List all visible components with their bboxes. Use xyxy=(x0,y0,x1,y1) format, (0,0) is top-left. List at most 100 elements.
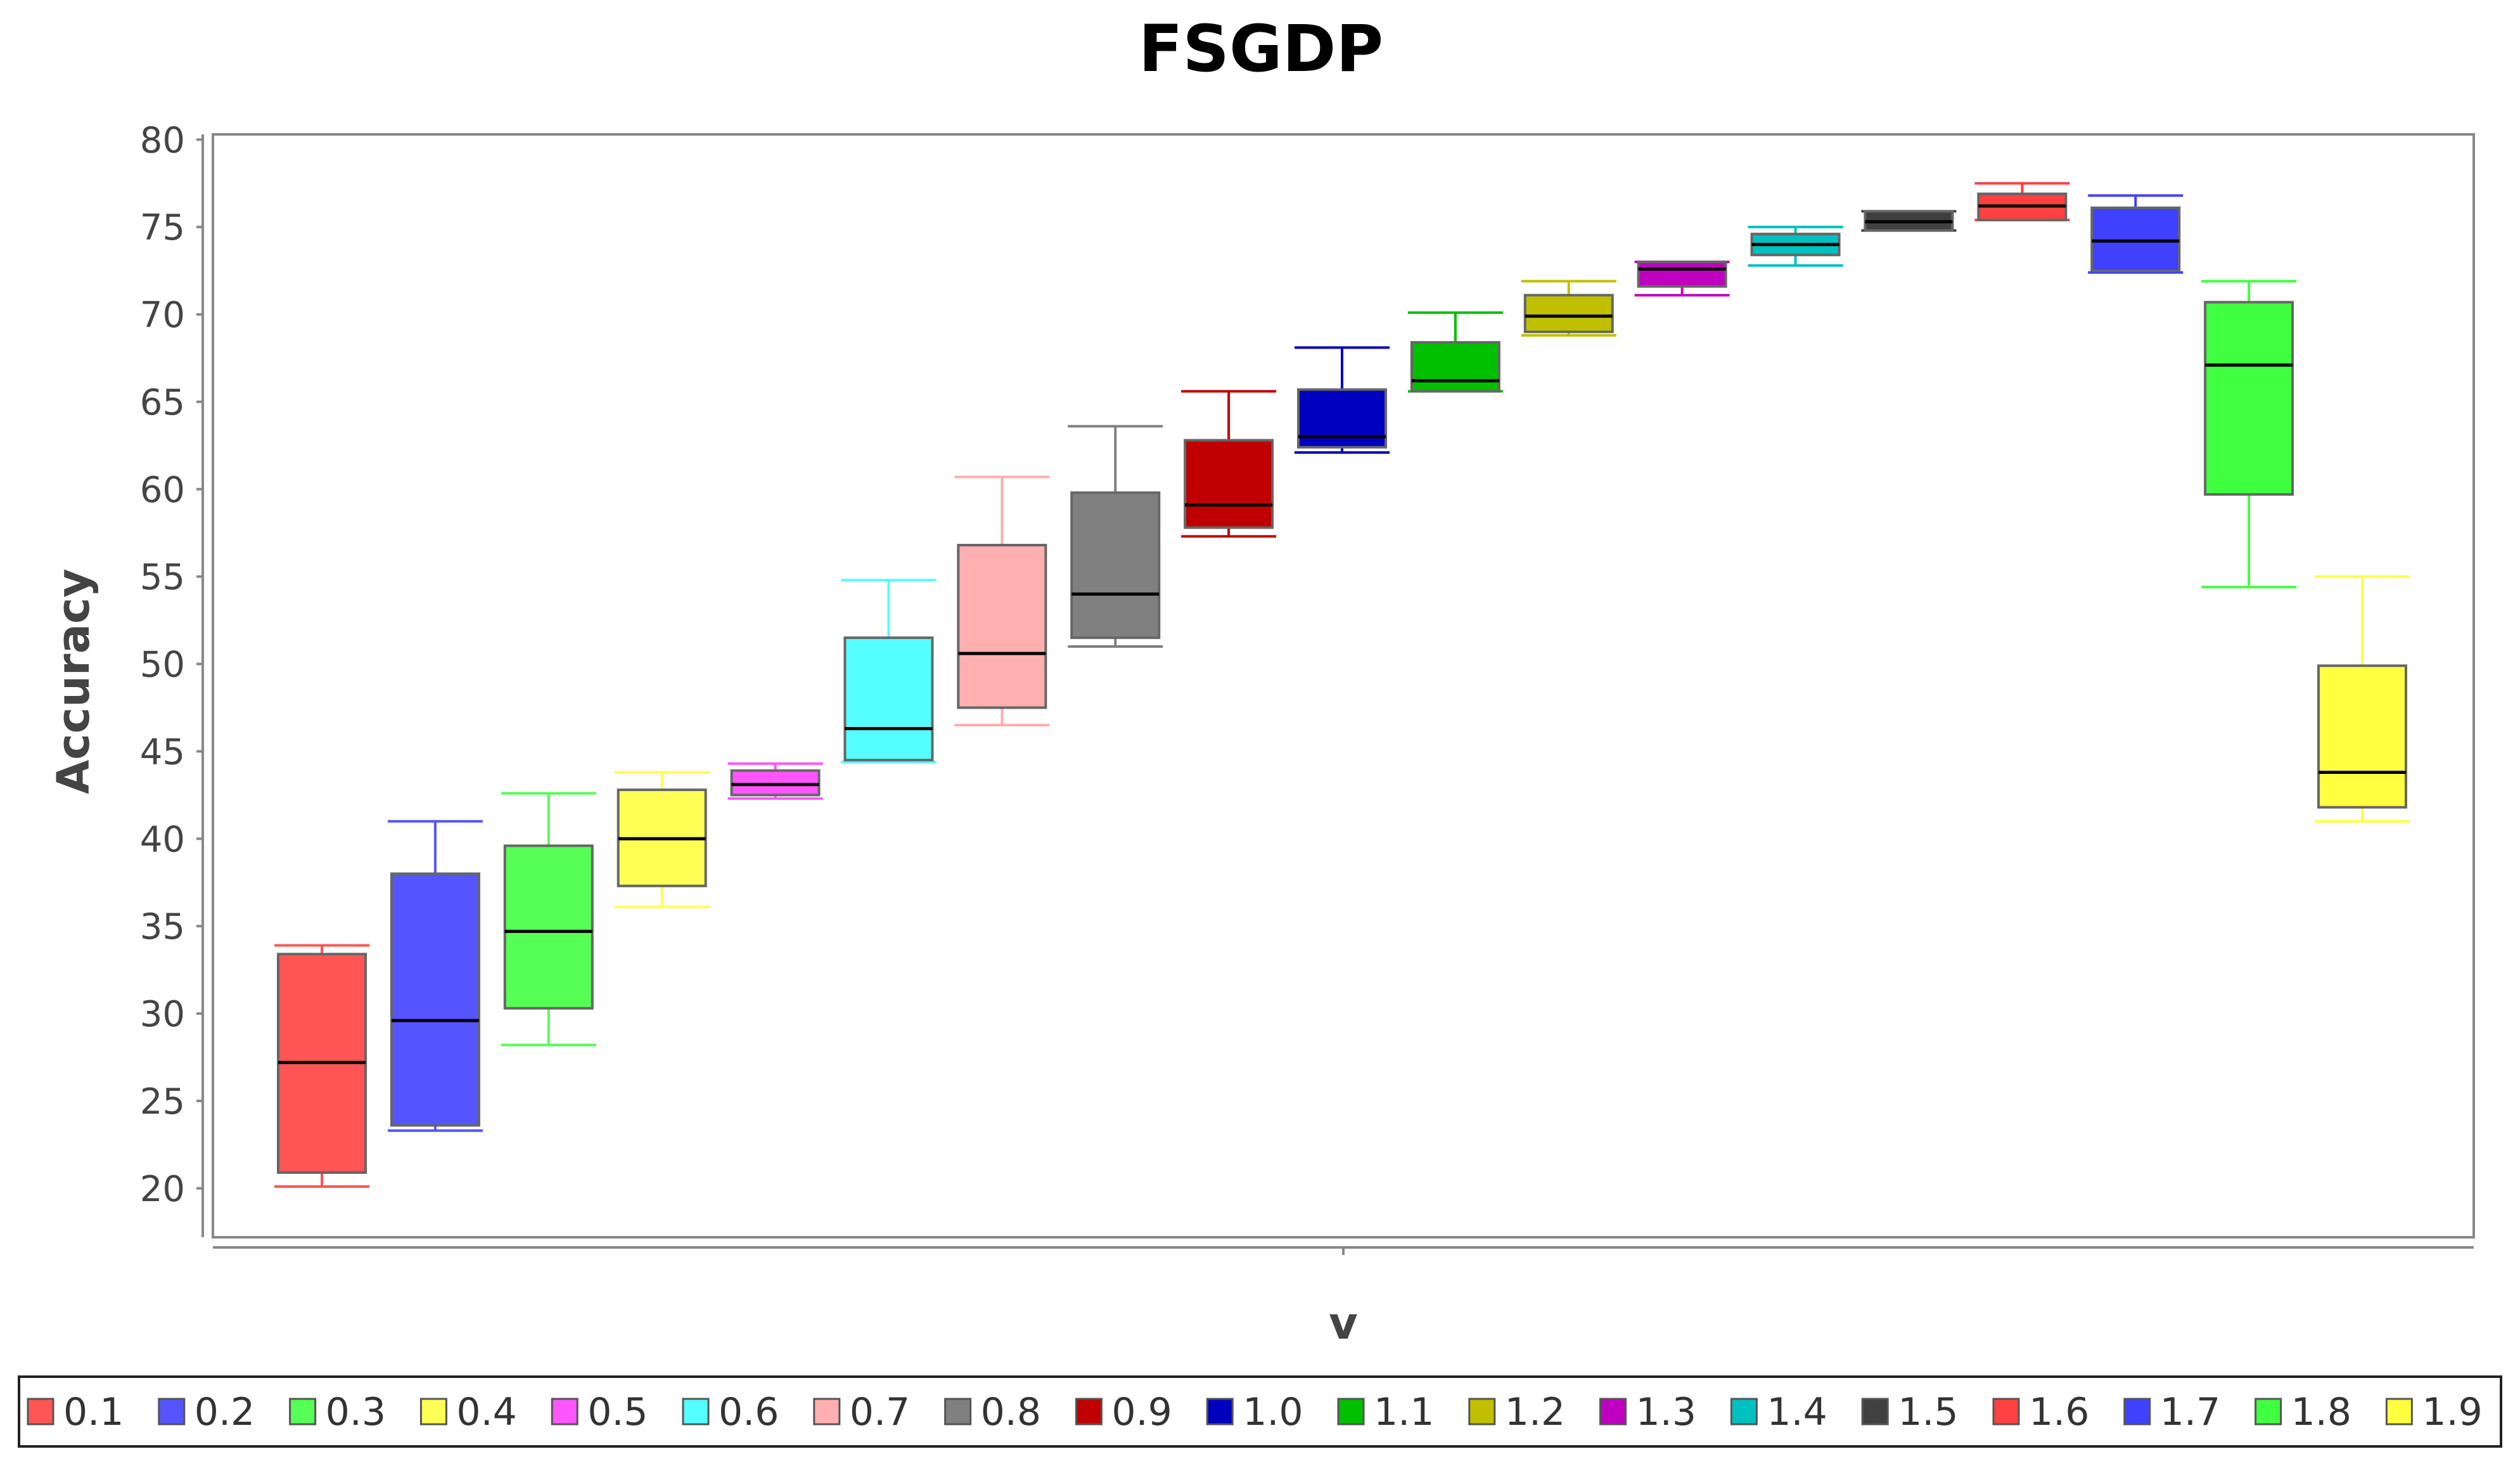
x-axis-label: v xyxy=(1329,1297,1358,1349)
legend-item-1.7: 1.7 xyxy=(2123,1390,2220,1434)
legend-label: 0.4 xyxy=(456,1390,516,1434)
box-iqr xyxy=(843,636,934,762)
y-tick-label: 70 xyxy=(140,295,185,336)
legend-label: 1.9 xyxy=(2422,1390,2482,1434)
legend-swatch xyxy=(551,1398,579,1426)
box-iqr xyxy=(2204,300,2294,496)
box-iqr xyxy=(1184,439,1274,529)
y-tick-label: 65 xyxy=(140,382,185,423)
box-series-1.8 xyxy=(2201,280,2297,589)
legend-item-0.7: 0.7 xyxy=(813,1390,910,1434)
box-iqr xyxy=(1070,491,1161,640)
legend-label: 0.2 xyxy=(195,1390,255,1434)
y-tick-label: 20 xyxy=(140,1169,185,1210)
y-tick-label: 40 xyxy=(140,819,185,860)
legend-item-1.9: 1.9 xyxy=(2385,1390,2483,1434)
legend-item-0.5: 0.5 xyxy=(551,1390,648,1434)
box-series-1.7 xyxy=(2088,194,2184,274)
legend-swatch xyxy=(1468,1398,1496,1426)
legend-label: 1.7 xyxy=(2160,1390,2220,1434)
legend-swatch xyxy=(813,1398,841,1426)
y-tick-label: 75 xyxy=(140,207,185,248)
legend-label: 1.5 xyxy=(1898,1390,1958,1434)
legend-item-0.1: 0.1 xyxy=(27,1390,124,1434)
box-series-0.8 xyxy=(1068,425,1163,648)
legend-item-1.3: 1.3 xyxy=(1599,1390,1696,1434)
chart-title: FSGDP xyxy=(1139,11,1383,87)
box-series-0.3 xyxy=(501,792,596,1046)
box-series-0.9 xyxy=(1181,390,1277,538)
plot-area xyxy=(212,133,2475,1239)
legend-item-1.2: 1.2 xyxy=(1468,1390,1565,1434)
legend-swatch xyxy=(1730,1398,1758,1426)
box-iqr xyxy=(1523,293,1614,333)
y-tick-label: 30 xyxy=(140,994,185,1035)
legend-swatch xyxy=(419,1398,447,1426)
legend-item-0.9: 0.9 xyxy=(1075,1390,1172,1434)
box-series-0.4 xyxy=(614,771,710,908)
legend-item-1.8: 1.8 xyxy=(2255,1390,2351,1434)
legend-swatch xyxy=(1206,1398,1234,1426)
y-tick-label: 45 xyxy=(140,731,185,773)
legend-swatch xyxy=(2385,1398,2413,1426)
box-series-0.6 xyxy=(841,579,937,763)
legend-label: 0.1 xyxy=(63,1390,124,1434)
legend-item-0.2: 0.2 xyxy=(158,1390,255,1434)
legend-label: 0.6 xyxy=(719,1390,779,1434)
legend-label: 0.5 xyxy=(587,1390,648,1434)
legend-swatch xyxy=(944,1398,972,1426)
box-series-1.3 xyxy=(1634,261,1730,297)
box-series-0.2 xyxy=(387,820,483,1132)
box-iqr xyxy=(2090,206,2181,273)
box-iqr xyxy=(1637,261,1727,288)
legend-items: 0.1 0.2 0.3 0.4 0.5 0.6 0.7 0.8 0.9 1.0 1.1 1.2 1.3 1… xyxy=(27,1390,2483,1434)
legend-label: 0.3 xyxy=(326,1390,386,1434)
box-iqr xyxy=(1297,388,1387,449)
box-series-0.1 xyxy=(274,944,369,1188)
legend-swatch xyxy=(1599,1398,1627,1426)
box-series-group xyxy=(274,182,2410,1188)
box-iqr xyxy=(957,544,1047,709)
box-series-1.1 xyxy=(1407,311,1503,393)
legend-item-0.6: 0.6 xyxy=(682,1390,779,1434)
legend-item-0.4: 0.4 xyxy=(419,1390,517,1434)
legend-label: 1.2 xyxy=(1505,1390,1565,1434)
y-tick-label: 55 xyxy=(140,557,185,598)
box-series-1.4 xyxy=(1748,226,1843,267)
box-series-1.5 xyxy=(1861,210,1957,232)
legend-label: 1.3 xyxy=(1636,1390,1696,1434)
box-series-0.5 xyxy=(727,762,823,800)
legend-swatch xyxy=(1075,1398,1103,1426)
legend-swatch xyxy=(2255,1398,2282,1426)
box-iqr xyxy=(503,844,594,1010)
legend-label: 1.1 xyxy=(1374,1390,1434,1434)
legend-swatch xyxy=(1337,1398,1365,1426)
legend-label: 1.4 xyxy=(1767,1390,1827,1434)
box-iqr xyxy=(390,872,480,1127)
legend-swatch xyxy=(158,1398,186,1426)
legend-label: 1.8 xyxy=(2291,1390,2351,1434)
legend-swatch xyxy=(1861,1398,1889,1426)
legend-swatch xyxy=(27,1398,54,1426)
y-axis-ticks: 20 25 30 35 40 45 50 55 60 65 70 75 80 xyxy=(140,120,203,1210)
y-axis-label: Accuracy xyxy=(48,569,99,794)
box-iqr xyxy=(2317,664,2407,809)
y-tick-label: 80 xyxy=(140,120,185,161)
legend-swatch xyxy=(1992,1398,2020,1426)
box-series-1.6 xyxy=(1974,182,2070,222)
box-series-1.9 xyxy=(2315,575,2410,823)
legend-item-1.5: 1.5 xyxy=(1861,1390,1959,1434)
legend-item-1.0: 1.0 xyxy=(1206,1390,1303,1434)
legend-swatch xyxy=(682,1398,710,1426)
legend-item-1.1: 1.1 xyxy=(1337,1390,1434,1434)
y-tick-label: 50 xyxy=(140,645,185,686)
legend-item-1.6: 1.6 xyxy=(1992,1390,2089,1434)
legend-label: 0.8 xyxy=(981,1390,1041,1434)
legend-label: 1.0 xyxy=(1243,1390,1303,1434)
legend-swatch xyxy=(289,1398,317,1426)
legend-swatch xyxy=(2123,1398,2151,1426)
legend-label: 1.6 xyxy=(2029,1390,2089,1434)
y-tick-label: 25 xyxy=(140,1081,185,1123)
box-series-1.0 xyxy=(1295,346,1390,454)
